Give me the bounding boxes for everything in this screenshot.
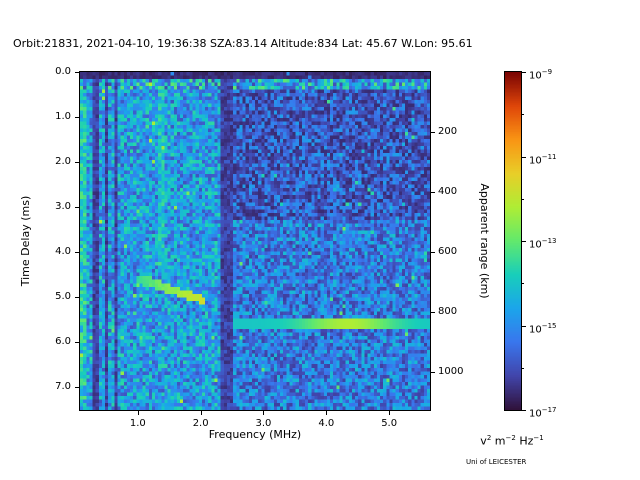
- y-tick-mark: [75, 251, 79, 253]
- x-tick-label: 5.0: [381, 418, 398, 429]
- colorbar-tick-mark: [522, 410, 526, 411]
- y-tick-mark: [75, 341, 79, 343]
- x-tick-label: 1.0: [129, 418, 146, 429]
- y-tick-label: 1.0: [55, 110, 71, 122]
- plot-area: [79, 71, 431, 411]
- y-tick-label: 2.0: [55, 155, 71, 167]
- range-tick-mark: [431, 251, 435, 253]
- range-tick-label: 1000: [438, 365, 464, 377]
- y-tick-mark: [75, 386, 79, 388]
- colorbar-tick-label: 10−9: [529, 68, 553, 82]
- y-tick-label: 0.0: [55, 66, 71, 77]
- x-tick-mark: [326, 411, 328, 415]
- colorbar-tick-label: 10−13: [529, 237, 557, 251]
- y-tick-mark: [75, 161, 79, 163]
- spectrogram-heatmap: [80, 72, 430, 410]
- colorbar-tick-mark: [522, 156, 526, 158]
- x-tick-mark: [263, 411, 265, 415]
- colorbar-tick-mark: [522, 283, 524, 285]
- colorbar-tick-label: 10−11: [529, 152, 557, 166]
- range-tick-mark: [431, 131, 435, 133]
- colorbar-tick-label: 10−17: [529, 406, 557, 420]
- y-tick-label: 7.0: [55, 380, 71, 392]
- colorbar-tick-mark: [522, 72, 526, 73]
- y-tick-label: 6.0: [55, 335, 71, 347]
- colorbar-tick-mark: [522, 198, 524, 200]
- x-tick-mark: [389, 411, 391, 415]
- x-tick-mark: [200, 411, 202, 415]
- range-tick-mark: [431, 191, 435, 193]
- x-axis-label: Frequency (MHz): [208, 428, 302, 441]
- colorbar-tick-mark: [522, 367, 524, 369]
- x-tick-mark: [137, 411, 139, 415]
- figure-title: Orbit:21831, 2021-04-10, 19:36:38 SZA:83…: [13, 37, 473, 50]
- range-tick-label: 200: [438, 125, 458, 137]
- colorbar-tick-mark: [522, 114, 524, 116]
- range-tick-mark: [431, 371, 435, 373]
- y-tick-mark: [75, 116, 79, 118]
- x-tick-label: 3.0: [255, 418, 272, 429]
- colorbar-gradient: [505, 72, 521, 410]
- range-tick-label: 600: [438, 245, 458, 257]
- y-axis-label-right: Apparent range (km): [478, 183, 491, 299]
- colorbar-tick-label: 10−15: [529, 321, 557, 335]
- y-tick-label: 3.0: [55, 200, 71, 212]
- colorbar-unit-label: v2 m−2 Hz−1: [480, 434, 544, 448]
- y-tick-label: 4.0: [55, 245, 71, 257]
- y-tick-mark: [75, 206, 79, 208]
- x-tick-label: 2.0: [192, 418, 209, 429]
- range-tick-label: 400: [438, 185, 458, 197]
- colorbar: [504, 71, 522, 411]
- credit-text: Uni of LEICESTER: [466, 458, 527, 466]
- range-tick-mark: [431, 311, 435, 313]
- colorbar-tick-mark: [522, 241, 526, 242]
- colorbar-tick-mark: [522, 325, 526, 327]
- y-tick-label: 5.0: [55, 290, 71, 302]
- range-tick-label: 800: [438, 305, 458, 317]
- x-tick-label: 4.0: [318, 418, 335, 429]
- y-axis-label-left: Time Delay (ms): [19, 195, 32, 287]
- y-tick-mark: [75, 296, 79, 298]
- y-tick-mark: [75, 72, 79, 73]
